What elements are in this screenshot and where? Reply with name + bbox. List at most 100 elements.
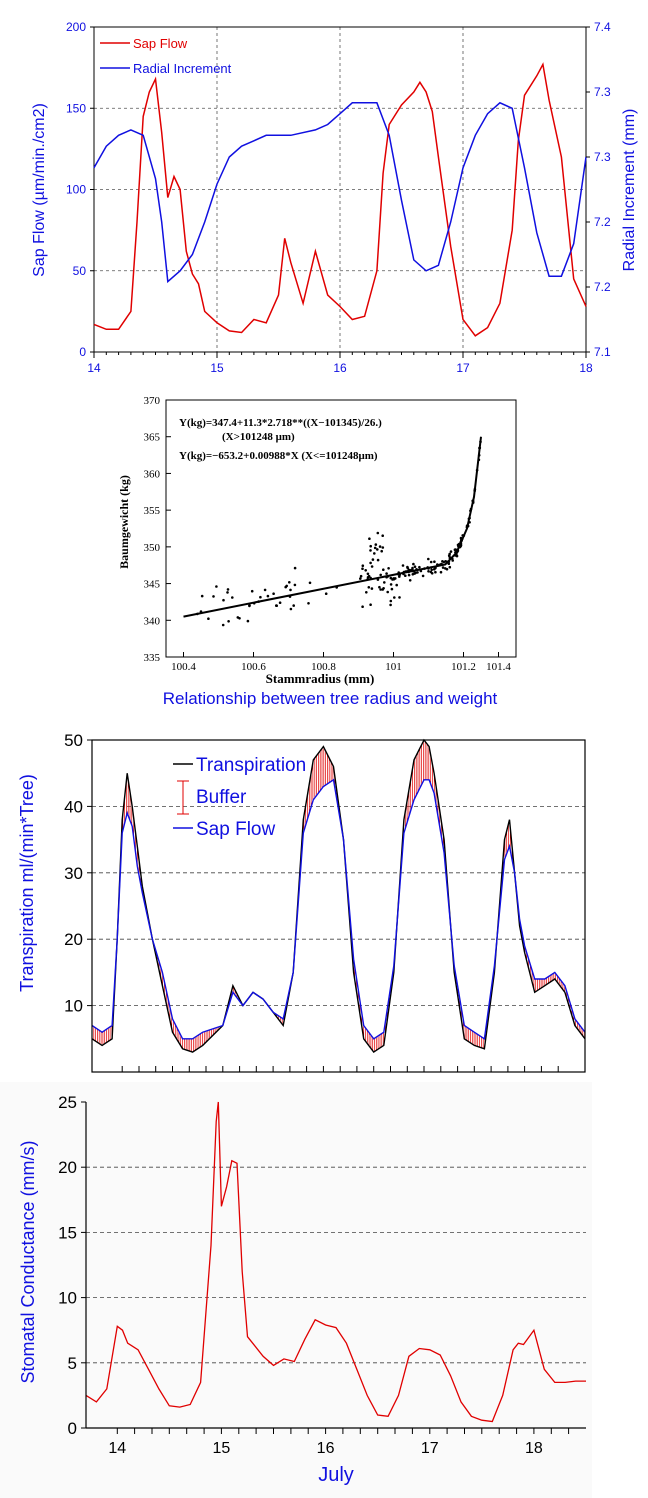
p4-axes: 0 5 10 15 20 25 14 15 16 17 18 xyxy=(58,1093,570,1457)
p2-point xyxy=(381,546,385,549)
p4-xlabel: July xyxy=(318,1464,354,1486)
p2-point xyxy=(389,599,393,603)
p1-radial-line xyxy=(93,101,587,284)
p4-xtick-label: 18 xyxy=(525,1440,543,1457)
p2-point xyxy=(207,617,210,620)
p2-point xyxy=(367,586,371,589)
p2-point xyxy=(394,577,397,580)
p4-background xyxy=(0,1082,592,1498)
p2-plot-frame xyxy=(165,399,517,658)
panel-radius-weight: 335 340 345 350 355 360 365 370 100.4 100.6 100.8 1… xyxy=(117,395,517,708)
p2-point xyxy=(226,588,230,591)
p2-xtick-label: 101 xyxy=(385,661,402,673)
p4-ytick-label: 25 xyxy=(58,1093,77,1112)
p2-ytick-label: 360 xyxy=(144,468,161,480)
p2-ytick-label: 370 xyxy=(144,395,161,407)
p3-ytick-label: 20 xyxy=(64,930,83,949)
p1-lines xyxy=(93,62,587,337)
p2-point xyxy=(421,574,425,578)
p2-point xyxy=(212,595,215,598)
p2-point xyxy=(376,531,380,535)
p3-plot-frame xyxy=(91,739,586,1073)
p2-point xyxy=(373,546,377,550)
p4-ytick-label: 15 xyxy=(58,1223,77,1242)
p1-xtick-label: 16 xyxy=(333,361,347,375)
p2-point xyxy=(366,572,370,576)
p2-point xyxy=(368,537,371,540)
p2-fit-line xyxy=(183,436,482,618)
p1-ytick-right-label: 7.1 xyxy=(594,345,611,359)
p2-ytick-label: 365 xyxy=(144,432,161,444)
p4-xtick-label: 16 xyxy=(317,1440,335,1457)
p1-ytick-right-label: 7.2 xyxy=(594,280,611,294)
p2-point xyxy=(382,587,385,590)
p2-point xyxy=(376,548,379,551)
p2-point xyxy=(359,574,363,578)
p2-ytick-label: 355 xyxy=(144,505,161,517)
p2-point xyxy=(226,591,229,594)
p2-point xyxy=(390,587,394,591)
p2-point xyxy=(434,570,437,574)
p2-point xyxy=(445,567,449,571)
p2-ytick-label: 335 xyxy=(144,652,161,664)
p3-ytick-label: 30 xyxy=(64,864,83,883)
p2-point xyxy=(404,574,407,577)
p2-point xyxy=(383,581,386,584)
p2-point xyxy=(407,573,411,577)
p1-xtick-label: 18 xyxy=(579,361,593,375)
p2-point xyxy=(382,568,385,571)
p2-point xyxy=(412,562,415,566)
p2-eq-1: Y(kg)=347.4+11.3*2.718**((X−101345)/26.) xyxy=(179,417,382,429)
p2-point xyxy=(293,583,297,587)
p4-lines xyxy=(85,1101,586,1423)
p2-xtick-label: 101.4 xyxy=(486,661,511,673)
p3-legend-transpiration-label: Transpiration xyxy=(196,755,306,776)
p4-ytick-label: 5 xyxy=(68,1354,77,1373)
p2-point xyxy=(361,567,364,570)
p2-point xyxy=(393,596,396,599)
p2-point xyxy=(418,565,421,569)
p2-point xyxy=(259,595,262,599)
p2-point xyxy=(272,592,275,595)
p3-legend-sapflow-label: Sap Flow xyxy=(196,819,275,840)
p2-point xyxy=(263,588,267,592)
p2-eq-1-cond: (X>101248 μm) xyxy=(222,431,295,443)
p2-point xyxy=(284,585,288,589)
p2-point xyxy=(278,601,282,604)
p3-lines xyxy=(91,738,586,1054)
p2-point xyxy=(381,534,385,537)
p1-sapflow-line xyxy=(93,62,587,337)
p2-point xyxy=(293,566,297,570)
p3-ytick-label: 40 xyxy=(64,797,83,816)
p1-ylabel-right: Radial Increment (mm) xyxy=(621,109,638,272)
p1-ytick-right-label: 7.4 xyxy=(594,20,611,34)
p2-xtick-label: 101.2 xyxy=(451,661,476,673)
panel-transpiration: 10 20 30 40 50 Transpiration ml/(min*Tree) T… xyxy=(17,731,586,1073)
p2-ytick-label: 345 xyxy=(144,579,161,591)
p3-buffer-hatch xyxy=(91,741,585,1052)
p3-axes: 10 20 30 40 50 xyxy=(64,731,559,1072)
p2-point xyxy=(289,588,292,592)
p1-legend: Sap Flow Radial Increment xyxy=(100,36,232,76)
p3-sapflow-line xyxy=(91,778,586,1040)
p1-xtick-label: 17 xyxy=(456,361,470,375)
p1-xtick-label: 15 xyxy=(210,361,224,375)
p2-point xyxy=(406,567,410,570)
p2-point xyxy=(370,565,374,568)
p2-point xyxy=(236,616,240,619)
p2-point xyxy=(429,560,433,564)
p2-point xyxy=(408,579,412,582)
p3-legend-buffer-label: Buffer xyxy=(196,787,247,808)
p2-point xyxy=(444,560,447,563)
p2-point xyxy=(307,602,310,605)
p1-xtick-label: 14 xyxy=(87,361,101,375)
p2-xtick-label: 100.6 xyxy=(241,661,266,673)
p3-legend-buffer-swatch xyxy=(177,780,189,815)
p2-point xyxy=(411,566,414,570)
p2-point xyxy=(308,581,312,585)
p4-xtick-label: 14 xyxy=(108,1440,126,1457)
panel-sapflow-radial: 0 50 100 150 200 7.1 7.2 7.2 7.3 7.3 7.4 14 15 16 17 18… xyxy=(31,20,638,375)
p4-grid xyxy=(86,1166,586,1364)
p2-point xyxy=(369,549,372,552)
